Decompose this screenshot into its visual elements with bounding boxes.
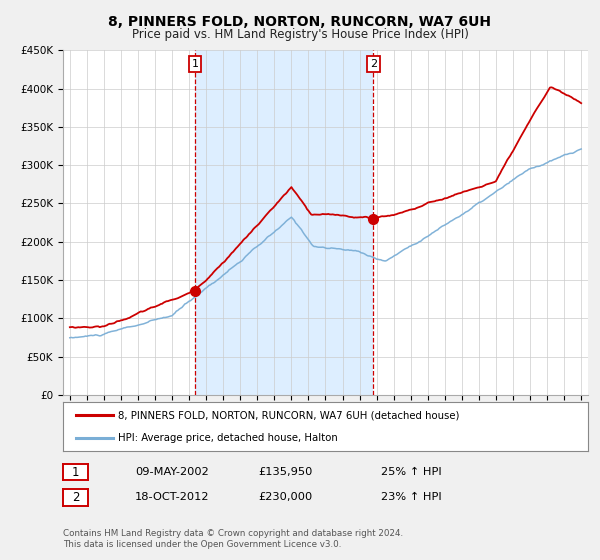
Text: 2: 2 <box>72 491 79 505</box>
Text: 18-OCT-2012: 18-OCT-2012 <box>135 492 209 502</box>
Bar <box>195 50 373 395</box>
Text: £135,950: £135,950 <box>258 466 313 477</box>
Text: 2: 2 <box>370 59 377 69</box>
Text: This data is licensed under the Open Government Licence v3.0.: This data is licensed under the Open Gov… <box>63 540 341 549</box>
Text: £230,000: £230,000 <box>258 492 312 502</box>
Text: 1: 1 <box>72 465 79 479</box>
Text: 25% ↑ HPI: 25% ↑ HPI <box>381 466 442 477</box>
Text: Contains HM Land Registry data © Crown copyright and database right 2024.: Contains HM Land Registry data © Crown c… <box>63 529 403 538</box>
Text: 23% ↑ HPI: 23% ↑ HPI <box>381 492 442 502</box>
Text: 8, PINNERS FOLD, NORTON, RUNCORN, WA7 6UH: 8, PINNERS FOLD, NORTON, RUNCORN, WA7 6U… <box>109 15 491 29</box>
Text: 1: 1 <box>191 59 199 69</box>
Text: Price paid vs. HM Land Registry's House Price Index (HPI): Price paid vs. HM Land Registry's House … <box>131 28 469 41</box>
Text: HPI: Average price, detached house, Halton: HPI: Average price, detached house, Halt… <box>118 433 338 444</box>
Text: 09-MAY-2002: 09-MAY-2002 <box>135 466 209 477</box>
Text: 8, PINNERS FOLD, NORTON, RUNCORN, WA7 6UH (detached house): 8, PINNERS FOLD, NORTON, RUNCORN, WA7 6U… <box>118 410 460 421</box>
